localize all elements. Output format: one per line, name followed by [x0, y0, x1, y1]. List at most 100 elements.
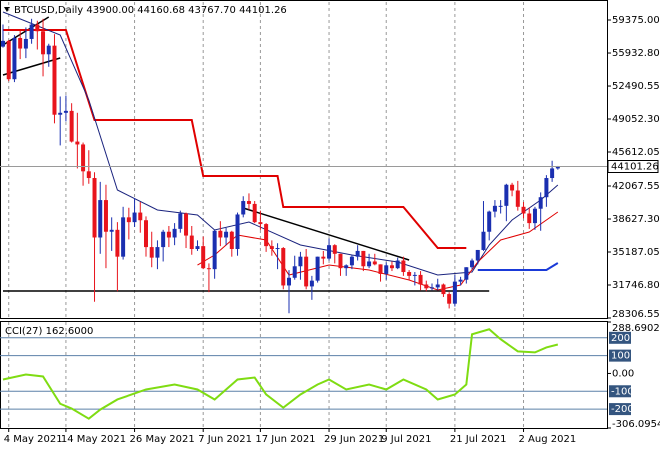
candle-body: [349, 256, 354, 266]
candle-body: [103, 200, 108, 232]
candle-body: [63, 110, 68, 113]
candle-body: [504, 184, 509, 206]
last-price-box: [607, 160, 659, 174]
candle-body: [229, 231, 234, 250]
candle-body: [498, 205, 503, 207]
candle-body: [121, 217, 126, 257]
y-tick-label: -306.0954: [612, 419, 660, 430]
level-label: -200: [611, 404, 634, 415]
candle-body: [355, 250, 360, 257]
x-tick-label: 17 Jun 2021: [255, 434, 315, 445]
candle-body: [126, 217, 131, 223]
candle-body: [304, 256, 309, 287]
candle-body: [86, 171, 91, 179]
candle-body: [298, 256, 303, 267]
candle-body: [452, 281, 457, 304]
candle-body: [29, 24, 34, 39]
y-tick-label: 288.6902: [612, 323, 660, 334]
candle-body: [521, 206, 526, 214]
candle-body: [481, 231, 486, 250]
candle-body: [144, 220, 148, 248]
candle-body: [81, 144, 86, 172]
y-tick-label: 35187.05: [612, 247, 660, 258]
level-box: [609, 331, 631, 344]
candle-body: [475, 249, 480, 261]
candle-body: [69, 110, 74, 142]
candle-body: [6, 40, 11, 80]
level-label: 100: [611, 351, 630, 362]
candle-body: [418, 274, 423, 285]
candle-body: [344, 265, 349, 269]
cci-line: [2, 328, 559, 420]
candle-body: [384, 265, 389, 274]
x-tick-label: 21 Jul 2021: [450, 434, 507, 445]
candle-body: [235, 214, 240, 250]
candle-body: [206, 268, 211, 270]
candle-body: [315, 256, 320, 281]
candle-body: [115, 229, 120, 257]
candle-body: [12, 37, 17, 80]
candle-body: [172, 228, 177, 238]
candle-body: [98, 200, 103, 238]
candle-body: [378, 264, 383, 274]
candle-body: [212, 230, 217, 270]
candle-body: [161, 231, 166, 248]
cci-panel: [0, 321, 608, 429]
candle-body: [395, 260, 400, 269]
candle-body: [538, 197, 543, 209]
candle-body: [92, 178, 97, 238]
candle-body: [41, 31, 46, 55]
candle-body: [555, 166, 560, 169]
candle-body: [189, 235, 194, 250]
y-tick-label: 55932.80: [612, 48, 660, 59]
candle-body: [447, 294, 452, 304]
y-tick-label: 31746.80: [612, 280, 660, 291]
x-tick-label: 7 Jun 2021: [198, 434, 252, 445]
y-tick-label: 52490.55: [612, 81, 660, 92]
candle-body: [132, 212, 137, 223]
candle-body: [407, 272, 412, 276]
candle-body: [224, 231, 229, 238]
x-tick-label: 26 May 2021: [130, 434, 195, 445]
level-box: [609, 385, 631, 398]
candle-body: [246, 201, 251, 204]
candle-body: [264, 224, 269, 247]
candle-body: [338, 253, 343, 269]
candle-body: [332, 245, 337, 254]
x-tick-label: 29 Jun 2021: [324, 434, 384, 445]
y-tick-label: 42067.55: [612, 181, 660, 192]
candle-body: [287, 277, 291, 286]
candle-body: [275, 248, 280, 250]
y-tick-label: 59375.00: [612, 15, 660, 26]
candle-body: [372, 261, 377, 265]
candle-body: [550, 168, 555, 179]
candle-body: [544, 178, 549, 198]
candle-body: [515, 190, 520, 207]
indicator-line: [2, 11, 559, 276]
candle-body: [166, 231, 171, 238]
candle-body: [281, 248, 286, 286]
candle-body: [149, 247, 154, 258]
chart-title: BTCUSD,Daily 43900.00 44160.68 43767.70 …: [14, 5, 287, 16]
x-tick-label: 14 May 2021: [61, 434, 126, 445]
candle-body: [321, 256, 326, 259]
candle-body: [195, 246, 200, 250]
candle-body: [532, 208, 537, 224]
candle-body: [510, 184, 515, 191]
candle-body: [492, 205, 497, 212]
last-price-label: 44101.26: [611, 162, 659, 173]
main-panel: [0, 0, 608, 319]
candle-body: [470, 260, 475, 268]
candle-body: [18, 37, 23, 49]
level-box: [609, 403, 631, 416]
candle-body: [487, 211, 492, 232]
candle-body: [75, 141, 80, 145]
candle-body: [138, 212, 143, 221]
candle-body: [309, 280, 314, 287]
candle-body: [155, 247, 160, 258]
candle-body: [58, 112, 63, 115]
indicator-title: CCI(27) 162.6000: [5, 326, 93, 337]
candle-body: [269, 246, 274, 250]
candle-body: [424, 284, 429, 289]
